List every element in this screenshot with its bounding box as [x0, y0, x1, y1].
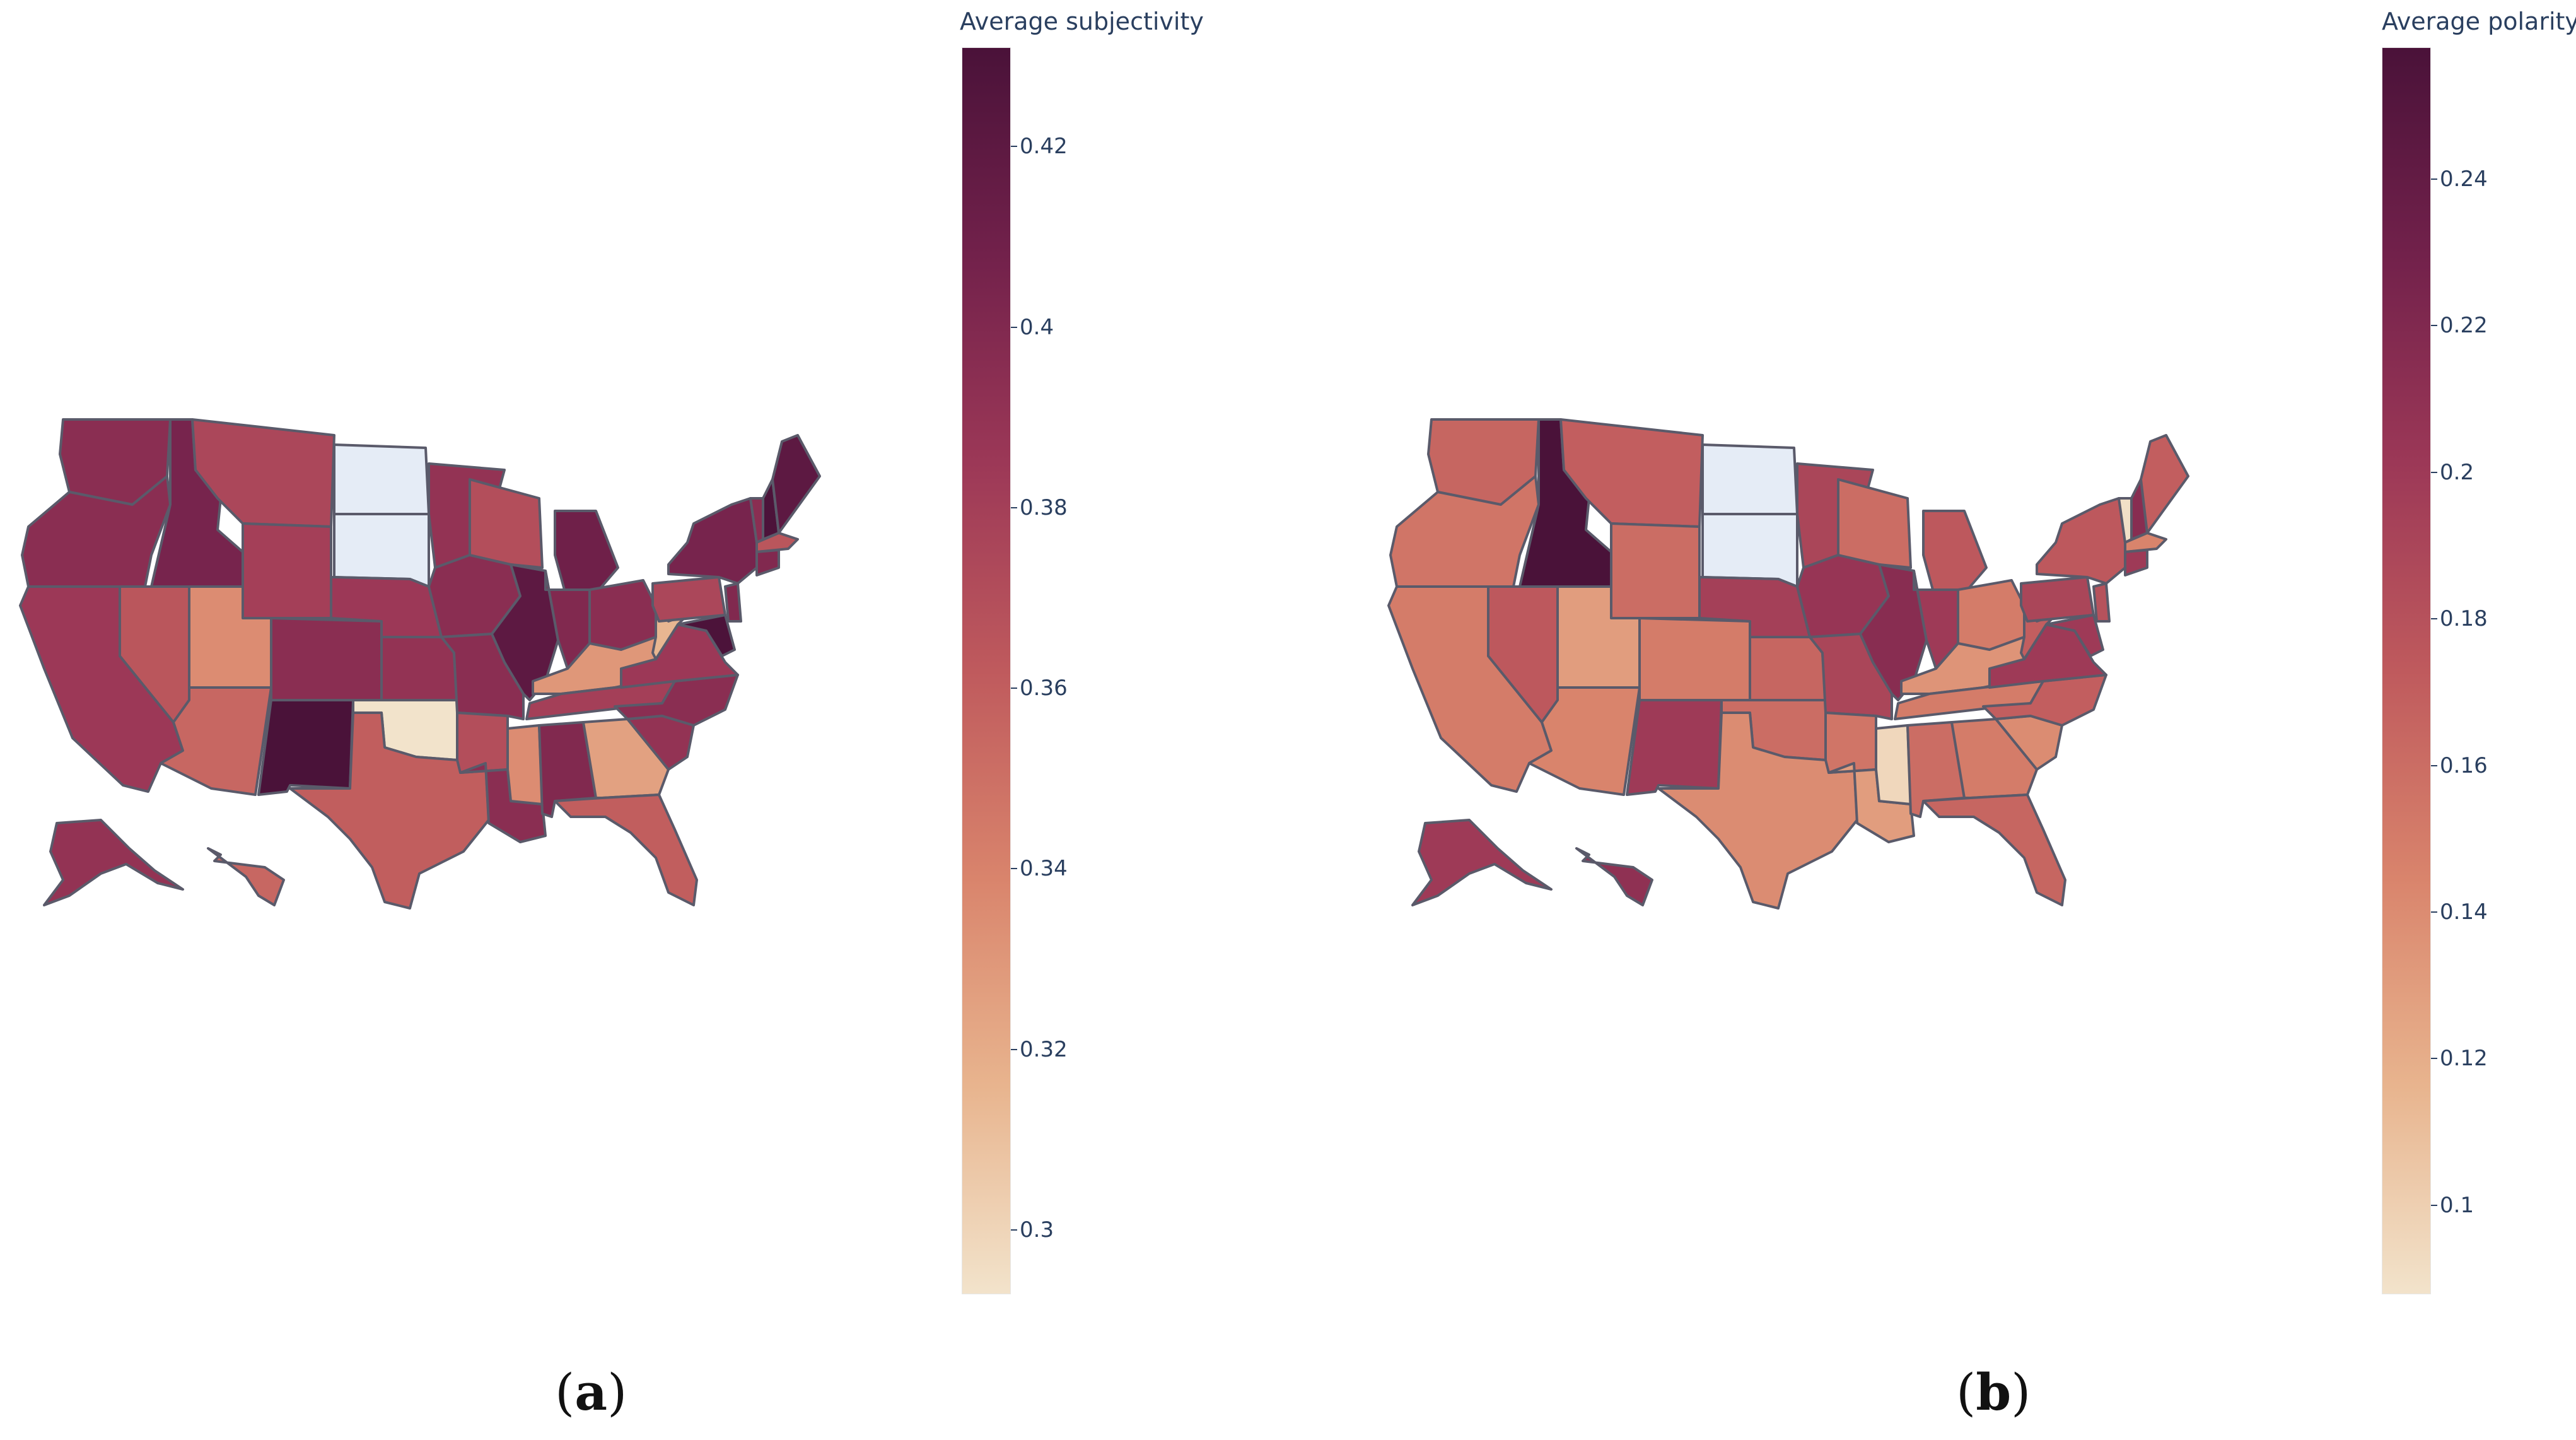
state-ny[interactable]: [2036, 497, 2126, 585]
colorbar-tickmark: [2431, 764, 2437, 766]
colorbar-tick-label: 0.12: [2440, 1046, 2488, 1072]
state-mi[interactable]: [554, 510, 619, 591]
colorbar-tick-label: 0.18: [2440, 606, 2488, 632]
caption-letter-b: b: [1976, 1362, 2012, 1422]
state-ak[interactable]: [1411, 819, 1553, 906]
state-sd[interactable]: [333, 513, 430, 588]
colorbar-tick-label: 0.36: [1020, 676, 1068, 701]
us-choropleth-map-polarity: [1387, 418, 2189, 910]
state-wy[interactable]: [242, 522, 332, 619]
colorbar-tickmark: [1011, 688, 1017, 689]
state-fl[interactable]: [554, 793, 698, 906]
state-oh[interactable]: [1957, 579, 2025, 651]
colorbar-tick-label: 0.22: [2440, 313, 2488, 339]
state-ms[interactable]: [1875, 724, 1912, 805]
colorbar-title-polarity: Average polarity: [2382, 8, 2576, 35]
state-nj[interactable]: [724, 582, 742, 623]
state-me[interactable]: [2140, 434, 2189, 534]
state-wi[interactable]: [1837, 478, 1912, 569]
colorbar-tick-label: 0.32: [1020, 1036, 1068, 1062]
state-ny[interactable]: [667, 497, 758, 585]
state-hi[interactable]: [207, 847, 285, 906]
state-ms[interactable]: [506, 724, 544, 805]
state-nm[interactable]: [1626, 699, 1723, 796]
colorbar-tickmark: [2431, 471, 2437, 473]
state-nm[interactable]: [257, 699, 354, 796]
state-ct[interactable]: [755, 549, 780, 577]
colorbar-tickmark: [1011, 326, 1017, 328]
colorbar-tick-label: 0.1: [2440, 1192, 2474, 1218]
state-nc[interactable]: [1982, 674, 2107, 727]
colorbar-tickmark: [2431, 911, 2437, 913]
colorbar-tick-label: 0.16: [2440, 752, 2488, 778]
us-choropleth-map-subjectivity: [19, 418, 821, 910]
colorbar-tick-label: 0.42: [1020, 134, 1068, 160]
state-ct[interactable]: [2124, 549, 2148, 577]
colorbar-tickmark: [2431, 179, 2437, 180]
state-nc[interactable]: [614, 674, 739, 727]
state-nd[interactable]: [1701, 443, 1798, 515]
state-hi[interactable]: [1575, 847, 1653, 906]
colorbar-tick-label: 0.3: [1020, 1217, 1054, 1243]
colorbar-tickmark: [1011, 506, 1017, 508]
state-ma[interactable]: [755, 532, 799, 553]
state-ma[interactable]: [2124, 532, 2167, 553]
state-tx[interactable]: [289, 711, 490, 910]
state-sd[interactable]: [1701, 513, 1798, 588]
state-co[interactable]: [270, 617, 383, 701]
state-or[interactable]: [1389, 475, 1540, 588]
state-fl[interactable]: [1922, 793, 2066, 906]
state-me[interactable]: [771, 434, 821, 534]
panel-b-polarity: Average polarity 0.1 0.12 0.14 0.16 0.18 0.2 0…: [1288, 0, 2576, 1440]
state-az[interactable]: [1528, 686, 1641, 796]
state-ak[interactable]: [43, 819, 184, 906]
caption-letter-a: a: [574, 1362, 608, 1422]
state-mi[interactable]: [1922, 510, 1988, 591]
state-ks[interactable]: [380, 636, 458, 701]
state-nd[interactable]: [333, 443, 430, 515]
colorbar-tickmark: [2431, 325, 2437, 327]
state-co[interactable]: [1638, 617, 1751, 701]
colorbar-polarity: [2382, 47, 2431, 1294]
colorbar-tick-label: 0.4: [1020, 314, 1054, 340]
colorbar-tick-label: 0.34: [1020, 856, 1068, 882]
state-ks[interactable]: [1749, 636, 1827, 701]
colorbar-tickmark: [1011, 868, 1017, 870]
colorbar-title-subjectivity: Average subjectivity: [960, 8, 1204, 35]
colorbar-tickmark: [1011, 146, 1017, 148]
state-wy[interactable]: [1610, 522, 1701, 619]
state-oh[interactable]: [588, 579, 657, 651]
state-md[interactable]: [2045, 614, 2104, 657]
state-tx[interactable]: [1657, 711, 1858, 910]
state-az[interactable]: [160, 686, 272, 796]
caption-b: (b): [1956, 1362, 2031, 1422]
colorbar-tick-label: 0.14: [2440, 899, 2488, 925]
panel-a-subjectivity: Average subjectivity 0.3 0.32 0.34 0.36 0.38…: [19, 8, 1204, 1422]
state-or[interactable]: [21, 475, 172, 588]
colorbar-tickmark: [2431, 618, 2437, 620]
colorbar-tickmark: [2431, 1058, 2437, 1060]
state-pa[interactable]: [651, 576, 726, 623]
caption-a: (a): [555, 1362, 627, 1422]
colorbar-tickmark: [2431, 1204, 2437, 1206]
state-wi[interactable]: [469, 478, 544, 569]
colorbar-subjectivity: [962, 47, 1011, 1294]
colorbar-tick-label: 0.24: [2440, 167, 2488, 192]
state-nj[interactable]: [2092, 582, 2111, 623]
state-pa[interactable]: [2020, 576, 2095, 623]
colorbar-tick-label: 0.2: [2440, 459, 2474, 485]
colorbar-tickmark: [1011, 1229, 1017, 1231]
colorbar-tickmark: [1011, 1048, 1017, 1050]
colorbar-tick-label: 0.38: [1020, 495, 1068, 520]
state-md[interactable]: [677, 614, 736, 657]
